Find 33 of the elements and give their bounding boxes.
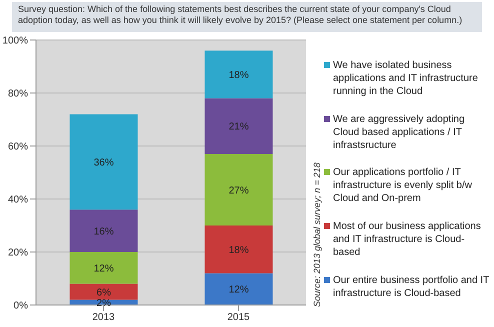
- bar: [204, 226, 273, 274]
- legend-label: We have isolated business applications and IT infrastructure running in the Cloud: [333, 59, 479, 98]
- data-label: 18%: [228, 244, 249, 256]
- y-tick-label: 0%: [14, 300, 28, 312]
- data-label: 16%: [94, 226, 114, 238]
- data-label: 12%: [228, 284, 249, 296]
- data-label: 36%: [94, 157, 114, 168]
- legend-label: Our applications portfolio / IT infrastructure is evenly split b/w Cloud and On-prem: [333, 166, 473, 206]
- legend-label: Our entire business portfolio and IT infrastructure is Cloud-based: [333, 274, 490, 300]
- y-tick-label: 100%: [2, 36, 28, 47]
- legend-label: We are aggressively adopting Cloud based applications / IT infrastsructure: [333, 112, 466, 152]
- data-label: 27%: [228, 185, 249, 196]
- bar: [204, 273, 273, 305]
- bar: [70, 210, 138, 252]
- bar: [204, 98, 273, 154]
- bar: [70, 284, 138, 300]
- bar: [70, 114, 138, 210]
- source-note: Source: 2013 global survey; n = 218: [312, 162, 322, 307]
- data-label: 18%: [228, 70, 249, 81]
- x-tick-label: 2015: [227, 312, 250, 324]
- data-label: 12%: [94, 263, 114, 274]
- data-label: 6%: [96, 287, 112, 298]
- bar: [70, 252, 138, 284]
- chart-title: Survey question: Which of the following statements best describes the current state of your company's Cloud adoption today, as well as how you think it will likely evolve by 2015? (Please select one statement per column.): [12, 2, 482, 32]
- bar: [204, 50, 273, 98]
- bar: [204, 154, 273, 226]
- y-tick-label: 40%: [8, 194, 28, 206]
- y-tick-label: 60%: [8, 142, 28, 153]
- y-tick-label: 20%: [8, 248, 28, 259]
- legend-label: Most of our business applications and IT infrastructure is Cloud-based: [333, 220, 482, 260]
- y-tick-label: 80%: [8, 88, 28, 100]
- data-label: 21%: [228, 122, 249, 133]
- x-tick-label: 2013: [92, 312, 116, 324]
